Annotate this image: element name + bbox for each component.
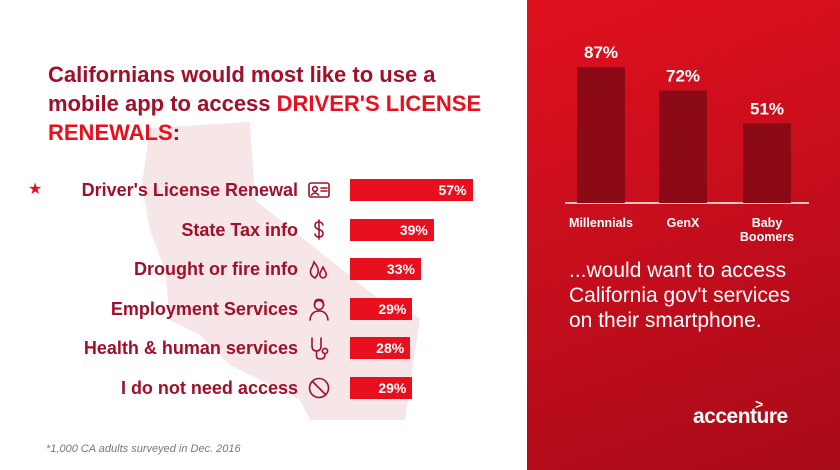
category-label: I do not need access	[120, 378, 298, 398]
chart-row: ★ Driver's License Renewal 57%	[0, 176, 527, 204]
dollar-icon	[314, 218, 324, 240]
chart-row: I do not need access 29%	[0, 374, 527, 402]
data-label: 29%	[378, 380, 407, 396]
bar	[659, 90, 707, 203]
data-label: 33%	[386, 261, 415, 278]
person-icon	[309, 298, 329, 321]
bar: 33%	[350, 258, 421, 281]
title-colon: :	[172, 120, 181, 145]
chart-row: State Tax info 39%	[0, 216, 527, 244]
data-label: 28%	[376, 340, 405, 357]
bar	[743, 123, 791, 203]
category-label: Health & human services	[83, 338, 298, 359]
data-label: 72%	[666, 66, 700, 85]
category-label: State Tax info	[181, 219, 298, 240]
data-label: 51%	[750, 99, 784, 118]
tagline: ...would want to access California gov't…	[569, 259, 791, 332]
data-label: 57%	[438, 182, 467, 198]
right-panel: 87% Millennials 72% GenX 51% Baby Boomers ...w…	[527, 0, 840, 470]
bar: 29%	[350, 297, 413, 320]
star-icon: ★	[28, 181, 43, 198]
bar: 57%	[350, 179, 473, 201]
footnote: *1,000 CA adults surveyed in Dec. 2016	[46, 443, 241, 455]
brand-logo: accenture	[693, 405, 788, 428]
category-label: Employment Services	[110, 298, 298, 319]
bar: 29%	[350, 377, 413, 399]
fire-drop-icon	[309, 260, 327, 280]
data-label: 39%	[399, 221, 428, 238]
chart-row: Health & human services 28%	[0, 334, 527, 362]
data-label: 87%	[584, 43, 618, 62]
title-highlight-2: DRIVER'S LICENSE RENEWALS	[48, 91, 482, 145]
chart-row: Drought or fire info 33%	[0, 255, 527, 283]
id-card-icon	[308, 182, 330, 198]
chart-row: Employment Services 29%	[0, 295, 527, 323]
generation-bar-chart: 87% Millennials 72% GenX 51% Baby Boomers	[565, 43, 809, 244]
accenture-mark-icon: >	[755, 396, 764, 412]
bar: 28%	[350, 337, 411, 360]
category-label: Millennials	[569, 216, 633, 230]
bar	[577, 67, 625, 203]
category-label: Baby Boomers	[740, 216, 794, 244]
prohibited-icon	[308, 377, 330, 399]
data-label: 29%	[378, 300, 407, 317]
stethoscope-icon	[311, 337, 329, 361]
category-label: Driver's License Renewal	[81, 180, 298, 200]
title-text: would most like to use a mobile app to a…	[48, 62, 436, 116]
category-label: GenX	[667, 216, 700, 230]
title-highlight-1: Californians	[48, 62, 176, 87]
category-label: Drought or fire info	[134, 259, 298, 280]
left-panel: Californians would most like to use a mo…	[0, 60, 527, 455]
chart-title: Californians would most like to use a mo…	[48, 60, 488, 147]
bar: 39%	[350, 218, 434, 241]
